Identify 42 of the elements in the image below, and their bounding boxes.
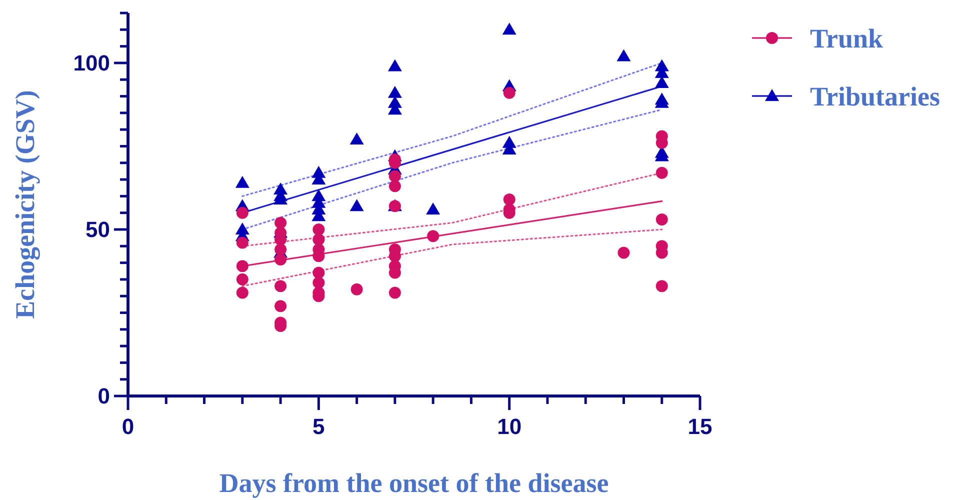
point [656,280,668,292]
x-axis-title: Days from the onset of the disease [219,468,609,498]
legend-label: Tributaries [810,81,940,112]
point [236,260,248,272]
point [236,236,248,249]
point [350,132,364,145]
point [503,86,516,99]
point [388,286,401,299]
y-tick-label: 50 [86,217,110,242]
x-tick-label: 10 [497,414,522,439]
point [388,170,401,182]
point [427,230,440,242]
point [616,49,631,62]
y-axis-title: Echogenicity (GSV) [10,90,40,319]
x-tick-label: 5 [312,414,325,439]
point [274,280,287,292]
point [502,22,516,35]
point [312,276,325,289]
point [274,300,287,312]
point [350,283,363,296]
point [388,180,401,192]
point [312,233,325,246]
point [656,166,668,179]
point [350,199,364,212]
x-tick-label: 15 [688,414,712,439]
y-tick-label: 0 [98,384,110,409]
legend-label: Trunk [810,23,884,54]
point [426,202,440,214]
point [235,176,250,188]
point [236,206,248,219]
point [236,286,248,299]
point [388,86,402,98]
point [656,213,668,226]
point [388,59,402,72]
point [274,216,287,229]
point [236,273,248,286]
x-tick-label: 0 [122,414,134,439]
point [618,246,630,259]
point [312,223,325,236]
y-tick-label: 100 [73,50,110,76]
point [503,194,516,206]
point [312,266,325,279]
